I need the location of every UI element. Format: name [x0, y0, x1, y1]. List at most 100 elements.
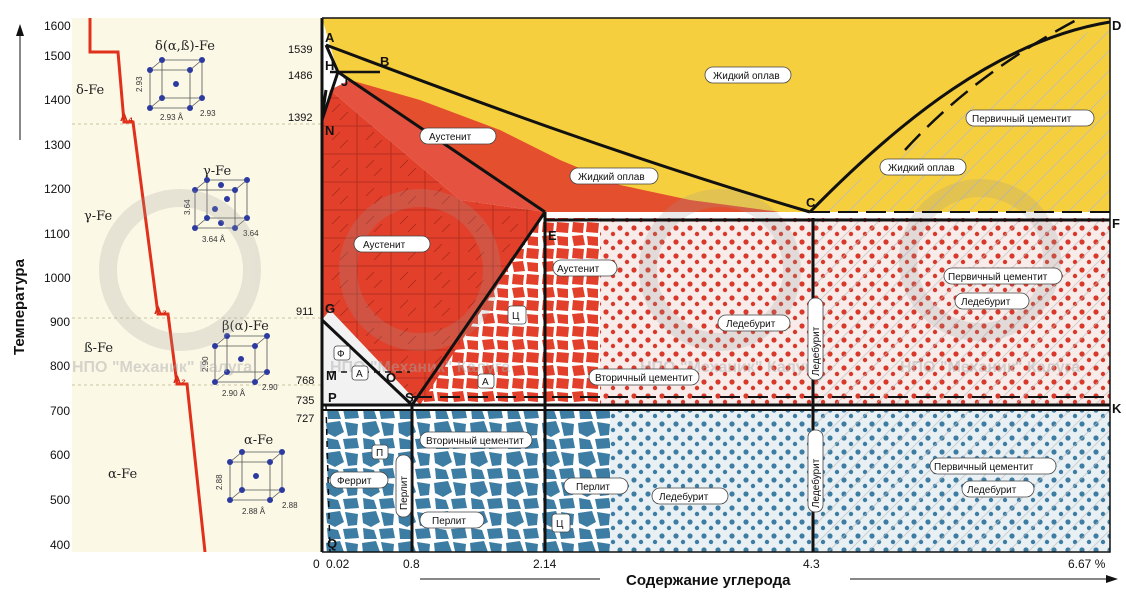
delta-fe-zone: δ-Fe — [76, 83, 105, 98]
svg-text:2.90 Å: 2.90 Å — [222, 389, 246, 398]
svg-text:Первичный цементит: Первичный цементит — [934, 462, 1034, 473]
y-tick: 500 — [50, 493, 70, 507]
svg-text:727: 727 — [296, 413, 314, 425]
temperature-marks: 1539 1486 1392 911 768 735 727 — [288, 44, 314, 425]
svg-text:β(α)-Fe: β(α)-Fe — [222, 319, 269, 334]
svg-text:2.88: 2.88 — [215, 474, 224, 490]
svg-text:2.93 Å: 2.93 Å — [160, 113, 184, 122]
svg-text:6.67 %: 6.67 % — [1068, 557, 1106, 571]
svg-text:Аустенит: Аустенит — [363, 240, 406, 251]
svg-text:B: B — [380, 54, 389, 69]
svg-text:2.93: 2.93 — [135, 76, 144, 92]
x-arrow-head — [1106, 575, 1118, 583]
gamma-cell-icon: γ-Fe 3.64 3.64 Å 3.64 — [183, 164, 259, 244]
svg-text:Аустенит: Аустенит — [429, 132, 472, 143]
svg-text:1486: 1486 — [288, 70, 312, 82]
y-tick: 1500 — [44, 49, 71, 63]
svg-text:J: J — [341, 74, 348, 89]
beta-cell-icon: β(α)-Fe 2.90 2.90 Å 2.90 — [201, 319, 278, 398]
svg-text:1392: 1392 — [288, 112, 312, 124]
svg-text:C: C — [806, 195, 816, 210]
y-axis-ticks: 1600 1500 1400 1300 1200 1100 1000 900 8… — [44, 19, 71, 552]
y-tick: 1200 — [44, 182, 71, 196]
svg-text:Ф: Ф — [337, 349, 345, 360]
svg-text:Феррит: Феррит — [337, 476, 372, 487]
y-tick: 1600 — [44, 19, 71, 33]
svg-text:0.02: 0.02 — [326, 557, 350, 571]
streak-overlay-cold — [813, 410, 1110, 552]
watermark-gear-icon — [99, 179, 1061, 351]
phase-labels: Жидкий оплав Первичный цементит Аустенит… — [329, 66, 1095, 533]
svg-text:Ледебурит: Ледебурит — [967, 484, 1017, 496]
gs-line — [320, 318, 414, 407]
svg-text:Ледебурит: Ледебурит — [961, 296, 1011, 308]
svg-text:K: K — [1112, 401, 1122, 416]
svg-text:Жидкий оплав: Жидкий оплав — [578, 172, 645, 183]
svg-text:E: E — [548, 228, 557, 243]
svg-text:3.64: 3.64 — [243, 229, 259, 238]
es-line — [410, 211, 547, 406]
graphite-liquidus-line — [904, 16, 1081, 151]
svg-text:A: A — [325, 30, 335, 45]
pearlite-secondary-cementite-region — [412, 410, 545, 552]
svg-text:Ледебурит: Ледебурит — [810, 326, 822, 376]
y-tick: 400 — [50, 538, 70, 552]
transition-a4: A₄ — [120, 112, 133, 124]
nh — [320, 89, 328, 119]
svg-text:2.88 Å: 2.88 Å — [242, 507, 266, 516]
svg-text:Жидкий оплав: Жидкий оплав — [888, 163, 955, 174]
svg-text:Первичный цементит: Первичный цементит — [972, 114, 1072, 125]
ferrite-austenite-region — [322, 310, 420, 405]
svg-text:Ц: Ц — [512, 311, 520, 322]
svg-text:Первичный цементит: Первичный цементит — [948, 272, 1048, 283]
polymorph-panel — [72, 18, 322, 552]
svg-text:2.88: 2.88 — [282, 501, 298, 510]
austenite-secondary-cementite — [420, 212, 545, 405]
y-tick: 1300 — [44, 138, 71, 152]
y-tick: 1100 — [44, 227, 70, 241]
alpha-fe-zone: α-Fe — [108, 467, 137, 482]
svg-text:911: 911 — [296, 306, 314, 318]
transition-a3: A₃ — [154, 305, 167, 317]
svg-text:0.8: 0.8 — [403, 557, 420, 571]
x-axis-ticks: 0 0.02 0.8 2.14 4.3 6.67 % — [313, 557, 1106, 571]
gamma-fe-zone: γ-Fe — [84, 209, 112, 224]
y-tick: 800 — [50, 359, 70, 373]
delta-cell-icon: δ(α,ß)-Fe 2.93 2.93 Å 2.93 — [135, 39, 216, 122]
svg-text:0: 0 — [313, 557, 320, 571]
svg-text:S: S — [405, 390, 414, 405]
y-tick: 700 — [50, 404, 70, 418]
transformation-curve — [88, 18, 207, 553]
svg-text:γ-Fe: γ-Fe — [203, 164, 231, 179]
svg-text:Перлит: Перлит — [432, 516, 466, 527]
svg-text:Вторичный цементит: Вторичный цементит — [426, 436, 524, 447]
pq-curve — [325, 404, 331, 553]
svg-text:F: F — [1112, 216, 1120, 231]
svg-text:Вторичный цементит: Вторичный цементит — [595, 373, 693, 384]
svg-text:2.14: 2.14 — [533, 557, 557, 571]
svg-text:N: N — [325, 123, 334, 138]
beta-fe-zone: ß-Fe — [84, 341, 113, 356]
austenite-liquid-tongues — [330, 80, 780, 212]
svg-text:2.90: 2.90 — [201, 356, 210, 372]
svg-text:Перлит: Перлит — [576, 482, 610, 493]
svg-text:735: 735 — [296, 395, 314, 407]
svg-text:2.90: 2.90 — [262, 383, 278, 392]
svg-text:Жидкий оплав: Жидкий оплав — [713, 71, 780, 82]
svg-text:α-Fe: α-Fe — [244, 433, 273, 448]
transition-a2: A₂ — [173, 374, 186, 386]
phase-lines — [320, 17, 1111, 553]
y-axis-title: Температура — [11, 258, 28, 355]
svg-text:3.64: 3.64 — [183, 199, 192, 215]
svg-text:Аустенит: Аустенит — [557, 264, 600, 275]
svg-text:П: П — [376, 448, 383, 459]
y-tick: 900 — [50, 315, 70, 329]
svg-text:Ледебурит: Ледебурит — [659, 491, 709, 503]
svg-text:P: P — [328, 390, 337, 405]
svg-text:Ледебурит: Ледебурит — [726, 318, 776, 330]
y-tick: 600 — [50, 448, 70, 462]
svg-text:4.3: 4.3 — [803, 557, 820, 571]
svg-text:O: O — [386, 370, 396, 385]
svg-text:Q: Q — [327, 536, 337, 551]
